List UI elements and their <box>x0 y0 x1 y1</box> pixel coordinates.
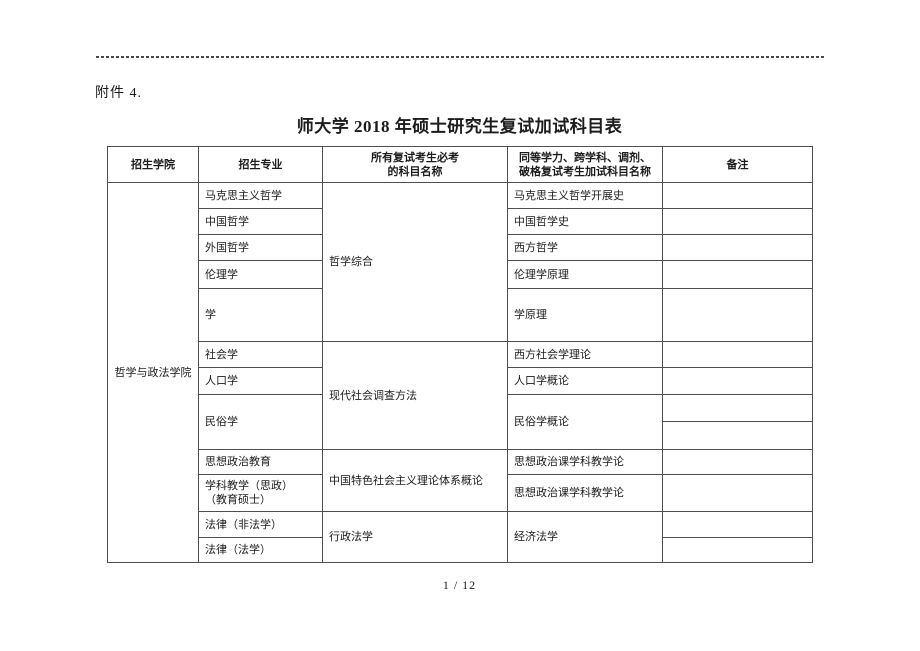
table-row: 法律（非法学） 行政法学 经济法学 <box>108 511 813 563</box>
table-row: 哲学与政法学院 马克思主义哲学 哲学综合 马克思主义哲学开展史 <box>107 182 813 563</box>
additional-subject-cell: 思想政治课学科教学论 <box>507 449 663 475</box>
additional-subject-cell: 西方社会学理论 <box>507 341 663 368</box>
table-row: 学科教学（思政） （教育硕士） 思想政治课学科教学论 <box>108 474 813 512</box>
remark-cell <box>662 260 813 289</box>
header-separator-line <box>96 56 825 58</box>
table-row: 法律（法学） <box>108 537 813 563</box>
remark-cell <box>662 449 813 475</box>
remark-cell <box>662 474 813 512</box>
table-row: 社会学 现代社会调查方法 西方社会学理论 <box>108 341 813 450</box>
table-row: 外国哲学 西方哲学 <box>108 234 813 261</box>
additional-subject-cell: 学原理 <box>507 288 663 342</box>
header-required-line1: 所有复试考生必考 <box>371 151 459 164</box>
required-subject-cell: 中国特色社会主义理论体系概论 <box>322 449 508 512</box>
header-required-subject: 所有复试考生必考 的科目名称 <box>322 146 508 183</box>
remark-cell <box>662 208 813 235</box>
major-cell: 学 <box>198 288 323 342</box>
major-cell: 思想政治教育 <box>198 449 323 475</box>
required-subject-cell: 哲学综合 <box>322 182 508 342</box>
additional-subject-cell: 经济法学 <box>507 511 663 563</box>
required-subject-cell: 现代社会调查方法 <box>322 341 508 450</box>
major-line1: 学科教学（思政） <box>205 480 293 492</box>
remark-cell <box>662 288 813 342</box>
additional-subject-cell: 伦理学原理 <box>507 260 663 289</box>
additional-subject-cell: 马克思主义哲学开展史 <box>507 182 663 209</box>
table-row: 思想政治教育 中国特色社会主义理论体系概论 思想政治课学科教学论 <box>108 449 813 512</box>
major-cell: 学科教学（思政） （教育硕士） <box>198 474 323 512</box>
major-line2: （教育硕士） <box>205 494 271 506</box>
major-cell: 法律（法学） <box>198 537 323 563</box>
header-remark: 备注 <box>662 146 813 183</box>
major-cell: 外国哲学 <box>198 234 323 261</box>
major-cell: 社会学 <box>198 341 323 368</box>
subjects-table: 招生学院 招生专业 所有复试考生必考 的科目名称 同等学力、跨学科、调剂、 破格… <box>107 146 813 563</box>
remark-cell <box>662 511 813 538</box>
attachment-label: 附件 4. <box>95 86 142 101</box>
additional-subject-cell: 人口学概论 <box>507 367 663 395</box>
header-additional-subject: 同等学力、跨学科、调剂、 破格复试考生加试科目名称 <box>507 146 663 183</box>
required-subject-cell: 行政法学 <box>322 511 508 563</box>
remark-cell <box>662 537 813 563</box>
major-cell: 人口学 <box>198 367 323 395</box>
remark-cell <box>662 421 813 450</box>
major-cell: 民俗学 <box>198 394 323 450</box>
page-number: 1 / 12 <box>442 578 477 592</box>
major-cell: 马克思主义哲学 <box>198 182 323 209</box>
table-row: 学 学原理 <box>108 288 813 342</box>
header-additional-line1: 同等学力、跨学科、调剂、 <box>519 151 651 164</box>
college-cell: 哲学与政法学院 <box>107 182 199 563</box>
remark-cell <box>662 234 813 261</box>
page-title: 师大学 2018 年硕士研究生复试加试科目表 <box>296 117 623 136</box>
additional-subject-cell: 民俗学概论 <box>507 394 663 450</box>
remark-cell <box>662 394 813 422</box>
header-additional-line2: 破格复试考生加试科目名称 <box>519 165 651 178</box>
header-required-line2: 的科目名称 <box>387 165 443 178</box>
major-cell: 法律（非法学） <box>198 511 323 538</box>
header-college: 招生学院 <box>107 146 199 183</box>
table-header-row: 招生学院 招生专业 所有复试考生必考 的科目名称 同等学力、跨学科、调剂、 破格… <box>107 146 813 183</box>
header-major: 招生专业 <box>198 146 323 183</box>
remark-cell <box>662 182 813 209</box>
remark-cell <box>662 341 813 368</box>
table-row: 中国哲学 中国哲学史 <box>108 208 813 235</box>
additional-subject-cell: 中国哲学史 <box>507 208 663 235</box>
major-cell: 伦理学 <box>198 260 323 289</box>
additional-subject-cell: 西方哲学 <box>507 234 663 261</box>
remark-cell <box>662 367 813 395</box>
major-cell: 中国哲学 <box>198 208 323 235</box>
additional-subject-cell: 思想政治课学科教学论 <box>507 474 663 512</box>
table-row: 民俗学 民俗学概论 <box>108 394 813 450</box>
table-row: 伦理学 伦理学原理 <box>108 260 813 289</box>
